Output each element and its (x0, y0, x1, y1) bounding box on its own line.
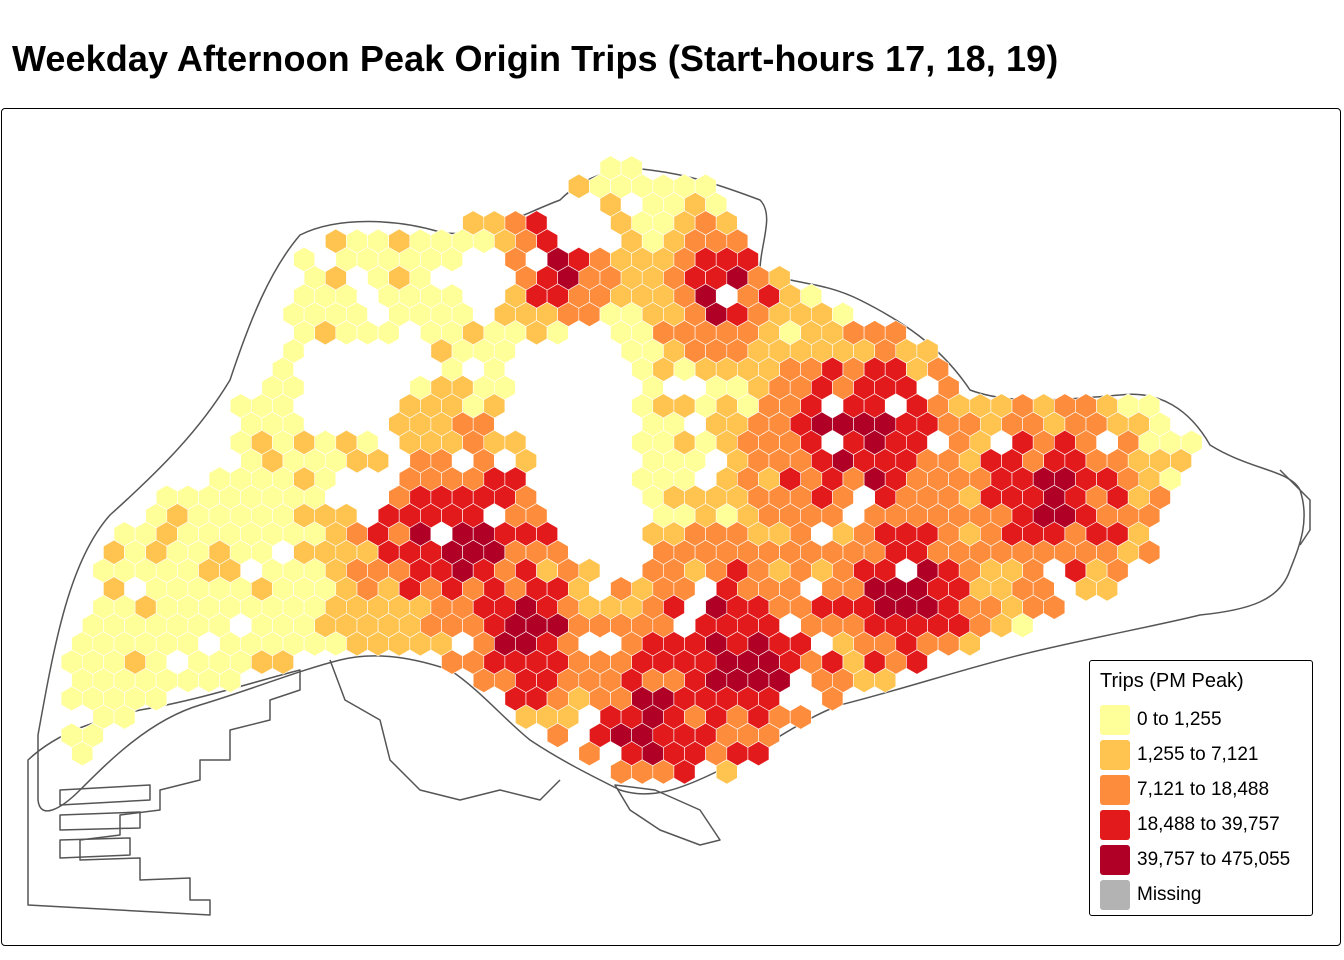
main-island-outline (37, 168, 1305, 812)
legend-label-5: Missing (1137, 884, 1202, 905)
hex-cell (747, 741, 770, 767)
hex-cell (1043, 594, 1066, 620)
legend-label-4: 39,757 to 475,055 (1137, 849, 1291, 870)
legend-title: Trips (PM Peak) (1100, 670, 1244, 692)
eastern-point-outline (1279, 469, 1311, 546)
hex-cell (272, 649, 294, 675)
reclaimed-land-outline (59, 784, 151, 859)
legend-swatch-2 (1100, 775, 1130, 805)
legend-swatch-3 (1100, 810, 1130, 840)
map-panel[interactable] (1, 108, 1341, 946)
hex-cell (1096, 576, 1118, 602)
page-title: Weekday Afternoon Peak Origin Trips (Sta… (12, 38, 1059, 79)
sentosa-outline (614, 784, 721, 846)
hex-cell (546, 722, 569, 748)
hex-cell (673, 759, 696, 785)
southern-coast-detail (329, 659, 561, 801)
hex-cell (578, 741, 601, 767)
legend-label-2: 7,121 to 18,488 (1137, 779, 1270, 800)
hex-cell (1011, 612, 1034, 639)
hex-cell (958, 631, 981, 657)
hex-cell (874, 667, 897, 693)
hex-cell (821, 686, 844, 712)
hex-cell (113, 704, 136, 730)
hexbin-layer (60, 155, 1203, 785)
legend-swatch-5 (1100, 880, 1130, 910)
hex-cell (567, 173, 590, 199)
hex-cell (441, 246, 463, 273)
hex-cell (71, 741, 94, 767)
hex-cell (906, 649, 928, 675)
hex-cell (1138, 539, 1161, 565)
island-outline (27, 168, 1311, 916)
hex-cell (789, 704, 812, 730)
hex-cell (367, 448, 390, 474)
legend-label-0: 0 to 1,255 (1137, 709, 1222, 730)
hex-cell (145, 686, 168, 712)
hex-cell (377, 320, 400, 346)
legend: Trips (PM Peak) 0 to 1,255 1,255 to 7,12… (1089, 660, 1313, 916)
hex-cell (715, 759, 738, 785)
hex-cell (219, 667, 241, 693)
legend-label-3: 18,488 to 39,757 (1137, 814, 1280, 835)
hex-cell (546, 320, 569, 346)
legend-swatch-4 (1100, 845, 1130, 875)
legend-label-1: 1,255 to 7,121 (1137, 744, 1259, 765)
legend-swatch-0 (1100, 705, 1130, 735)
legend-swatch-1 (1100, 740, 1130, 770)
